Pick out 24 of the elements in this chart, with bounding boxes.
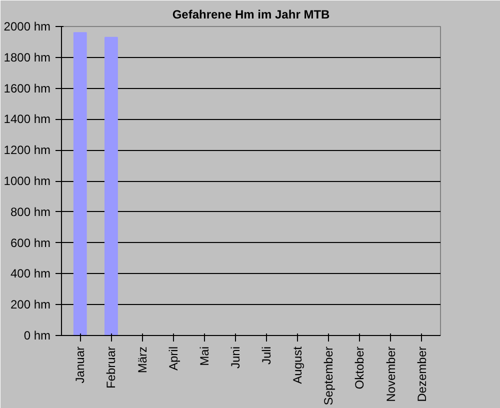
y-tick-label: 1200 hm xyxy=(4,143,51,158)
x-tick-label: Juli xyxy=(260,346,274,365)
x-tick-label: März xyxy=(135,346,150,374)
x-tick-label: Januar xyxy=(73,346,88,384)
x-tick-label: Februar xyxy=(104,346,118,389)
x-tick-label: Oktober xyxy=(352,346,367,390)
y-tick-label: 800 hm xyxy=(10,204,51,219)
x-tick-label: Mai xyxy=(197,346,212,366)
x-tick-label: Juni xyxy=(228,346,242,369)
y-tick-label: 400 hm xyxy=(10,266,51,281)
y-tick-label: 1800 hm xyxy=(4,50,51,64)
x-tick-label: August xyxy=(290,346,305,384)
x-tick-label: September xyxy=(322,346,336,406)
y-tick-label: 600 hm xyxy=(10,236,51,250)
y-tick-label: 200 hm xyxy=(10,298,51,312)
x-tick-label: April xyxy=(166,346,180,371)
y-tick-label: 0 hm xyxy=(24,328,51,342)
chart-title: Gefahrene Hm im Jahr MTB xyxy=(172,8,330,22)
y-tick-label: 1400 hm xyxy=(4,112,51,126)
y-tick-label: 1000 hm xyxy=(4,174,51,188)
y-tick-label: 1600 hm xyxy=(4,81,51,96)
y-tick-label: 2000 hm xyxy=(4,20,51,34)
x-tick-label: November xyxy=(384,346,398,402)
x-tick-label: Dezember xyxy=(414,346,429,402)
